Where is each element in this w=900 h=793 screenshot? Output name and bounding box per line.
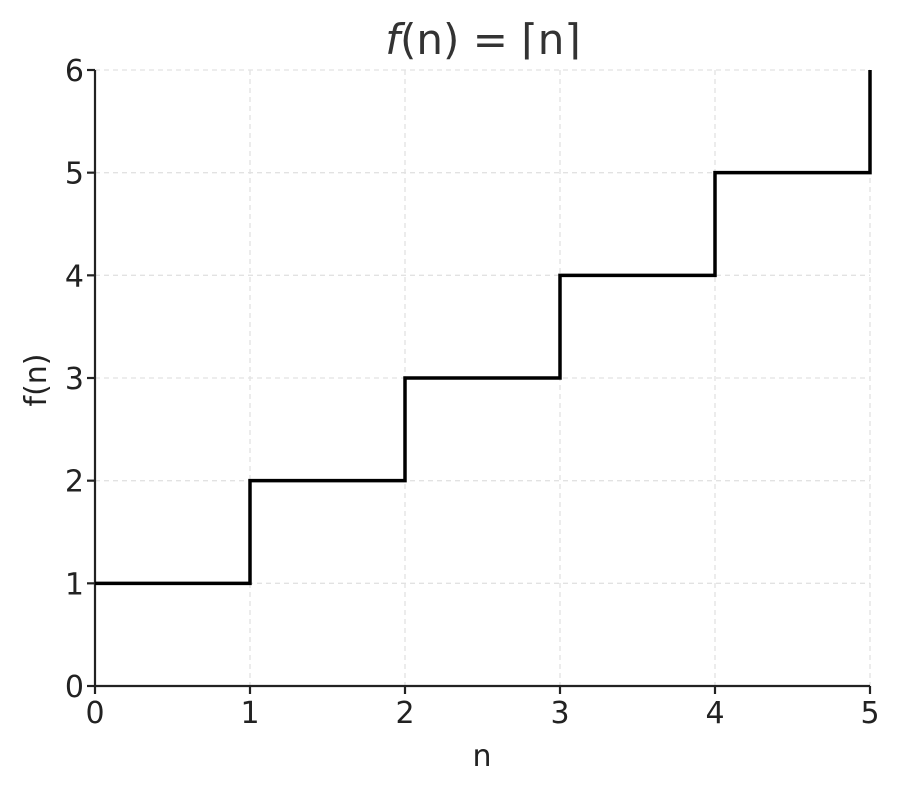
y-tick-label: 6 <box>65 54 84 89</box>
series-line <box>95 70 872 586</box>
y-tick-label: 3 <box>65 362 84 397</box>
title-equals: = <box>459 15 521 64</box>
ticks: 0 1 2 3 4 5 0 1 2 3 4 5 6 <box>65 54 880 731</box>
title-ceiling: ⌈n⌉ <box>521 15 580 64</box>
y-axis-label: f(n) <box>19 354 54 407</box>
y-tick-label: 4 <box>65 259 84 294</box>
x-tick-label: 3 <box>550 696 569 731</box>
plot-area <box>95 70 872 586</box>
x-tick-label: 2 <box>395 696 414 731</box>
y-tick-label: 1 <box>65 567 84 602</box>
y-tick-label: 2 <box>65 465 84 500</box>
y-tick-label: 5 <box>65 157 84 192</box>
x-tick-label: 5 <box>860 696 879 731</box>
x-axis-label: n <box>472 739 491 774</box>
y-tick-label: 0 <box>65 670 84 705</box>
title-argument: (n) <box>400 15 459 64</box>
x-tick-label: 4 <box>705 696 724 731</box>
x-tick-label: 0 <box>85 696 104 731</box>
chart-title: f(n) = ⌈n⌉ <box>385 15 580 64</box>
x-tick-label: 1 <box>240 696 259 731</box>
